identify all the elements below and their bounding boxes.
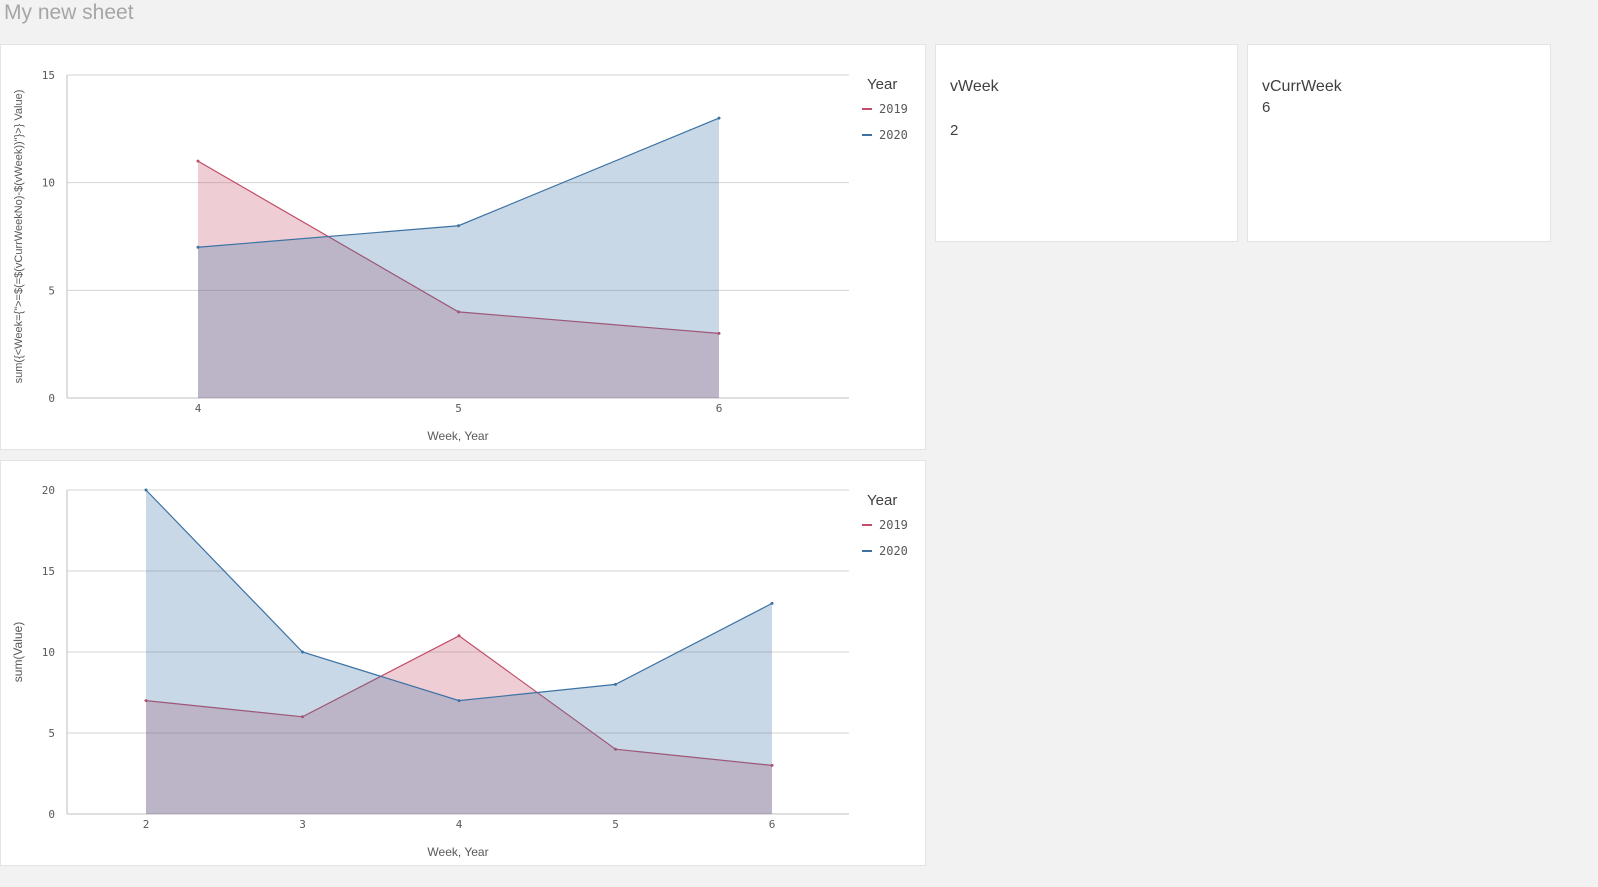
kpi-title: vCurrWeek: [1262, 78, 1342, 95]
data-point-2020[interactable]: [457, 699, 461, 703]
area-chart-panel-filtered[interactable]: 0 5 10 15 4 5 6 Week, Year sum({<Week={">=$(=$(v…: [0, 44, 926, 450]
kpi-value: 2: [950, 122, 959, 139]
x-tick-label: 6: [716, 402, 723, 415]
data-point-2020[interactable]: [196, 245, 200, 249]
x-tick-label: 4: [195, 402, 202, 415]
data-point-2020[interactable]: [614, 682, 617, 686]
y-tick-label: 10: [42, 646, 55, 659]
y-tick-label: 0: [48, 392, 55, 405]
y-tick-label: 0: [48, 808, 55, 821]
y-tick-label: 5: [48, 284, 55, 297]
data-point-2019[interactable]: [196, 159, 200, 163]
data-point-2019[interactable]: [301, 715, 304, 719]
data-point-2020[interactable]: [717, 116, 721, 120]
legend-item-2020[interactable]: 2020: [879, 128, 908, 142]
legend-item-2019[interactable]: 2019: [879, 102, 908, 116]
y-axis-title: sum(Value): [11, 622, 25, 682]
data-point-2020[interactable]: [144, 488, 148, 492]
y-tick-label: 15: [42, 69, 55, 82]
data-point-2019[interactable]: [614, 747, 617, 751]
y-tick-label: 15: [42, 565, 55, 578]
area-chart-all[interactable]: 0 5 10 15 20 2 3 4 5 6 Week, Year sum(Value) Year 201…: [1, 461, 925, 865]
x-tick-label: 5: [612, 818, 619, 831]
kpi-vweek[interactable]: vWeek 2: [935, 44, 1238, 242]
kpi-vcurrweek[interactable]: vCurrWeek 6: [1247, 44, 1551, 242]
x-tick-label: 2: [143, 818, 150, 831]
area-chart-panel-all[interactable]: 0 5 10 15 20 2 3 4 5 6 Week, Year sum(Value) Year 201…: [0, 460, 926, 866]
area-series-2020[interactable]: [198, 118, 719, 399]
x-tick-label: 6: [769, 818, 776, 831]
data-point-2019[interactable]: [144, 699, 148, 703]
data-point-2020[interactable]: [457, 224, 460, 228]
area-series-2019[interactable]: [198, 161, 719, 398]
data-point-2020[interactable]: [770, 601, 774, 605]
y-tick-label: 10: [42, 177, 55, 190]
y-axis-title: sum({<Week={">=$(=$(vCurrWeekNo)-$(vWeek…: [13, 90, 25, 384]
x-axis-title: Week, Year: [427, 845, 488, 859]
y-tick-label: 20: [42, 484, 55, 497]
data-point-2019[interactable]: [457, 634, 461, 638]
x-tick-label: 4: [456, 818, 463, 831]
legend-title: Year: [867, 76, 897, 93]
legend-item-2020[interactable]: 2020: [879, 544, 908, 558]
data-point-2019[interactable]: [457, 310, 460, 314]
area-chart-filtered[interactable]: 0 5 10 15 4 5 6 Week, Year sum({<Week={">=$(=$(v…: [1, 45, 925, 449]
y-tick-label: 5: [48, 727, 55, 740]
x-tick-label: 3: [299, 818, 306, 831]
legend-title: Year: [867, 492, 897, 509]
legend-item-2019[interactable]: 2019: [879, 518, 908, 532]
sheet-title: My new sheet: [4, 1, 134, 24]
data-point-2020[interactable]: [301, 650, 304, 654]
kpi-value: 6: [1262, 99, 1271, 116]
x-tick-label: 5: [455, 402, 462, 415]
x-axis-title: Week, Year: [427, 429, 488, 443]
data-point-2019[interactable]: [770, 763, 774, 767]
kpi-title: vWeek: [950, 78, 999, 95]
legend[interactable]: Year 2019 2020: [862, 76, 908, 142]
legend[interactable]: Year 2019 2020: [862, 492, 908, 558]
data-point-2019[interactable]: [717, 331, 721, 335]
area-series-2020[interactable]: [146, 490, 772, 814]
area-series-2019[interactable]: [146, 635, 772, 814]
